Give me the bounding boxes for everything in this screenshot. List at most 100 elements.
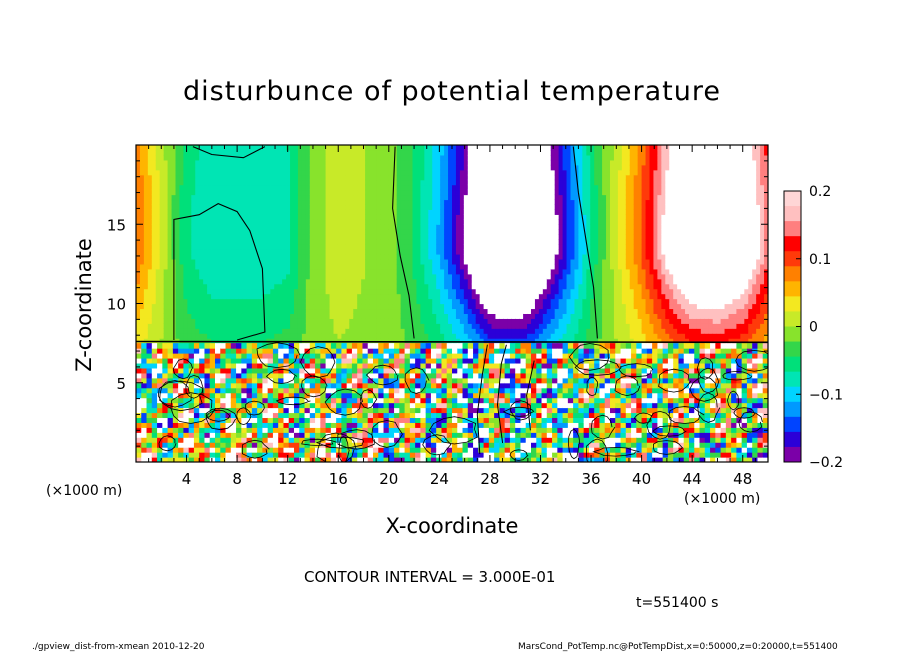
- field-cell-upper: [586, 234, 591, 240]
- field-cell-upper: [491, 313, 497, 319]
- field-cell-upper: [325, 154, 331, 161]
- field-cell-upper: [242, 278, 248, 285]
- field-cell-upper: [519, 189, 524, 196]
- field-cell-upper: [598, 244, 603, 250]
- field-cell-upper: [459, 328, 465, 334]
- field-cell-upper: [487, 234, 493, 240]
- field-cell-upper: [471, 249, 477, 255]
- field-cell-upper: [207, 209, 212, 215]
- field-cell-upper: [250, 268, 256, 275]
- field-cell-upper: [274, 184, 279, 191]
- field-cell-upper: [503, 184, 508, 191]
- field-cell-upper: [531, 149, 536, 156]
- field-cell-upper: [361, 184, 366, 191]
- field-cell-upper: [167, 249, 173, 255]
- field-cell-upper: [424, 249, 429, 255]
- field-cell-upper: [380, 214, 386, 220]
- field-cell-upper: [444, 164, 449, 171]
- field-cell-upper: [515, 154, 520, 161]
- field-cell-upper: [602, 194, 607, 201]
- field-cell-upper: [534, 194, 540, 201]
- field-cell-upper: [195, 194, 200, 201]
- field-cell-upper: [270, 298, 275, 305]
- field-cell-upper: [218, 149, 224, 156]
- field-cell-upper: [349, 263, 354, 270]
- field-cell-upper: [305, 154, 311, 161]
- field-cell-upper: [369, 149, 374, 156]
- field-cell-upper: [353, 164, 358, 171]
- field-cell-upper: [515, 194, 520, 201]
- field-cell-upper: [554, 145, 560, 151]
- field-cell-upper: [341, 298, 346, 305]
- field-cell-upper: [317, 333, 323, 339]
- field-cell-upper: [321, 308, 327, 314]
- field-cell-upper: [369, 313, 374, 319]
- field-cell-upper: [408, 328, 414, 334]
- field-cell-upper: [230, 303, 236, 310]
- field-cell-upper: [258, 229, 263, 235]
- field-cell-upper: [467, 323, 473, 329]
- field-cell-upper: [380, 308, 386, 314]
- field-cell-upper: [187, 224, 192, 230]
- field-cell-upper: [155, 174, 161, 181]
- field-cell-upper: [369, 194, 374, 201]
- field-cell-upper: [467, 288, 473, 295]
- field-cell-upper: [534, 174, 540, 181]
- field-cell-upper: [479, 204, 485, 210]
- field-cell-upper: [475, 328, 481, 334]
- field-cell-upper: [353, 214, 358, 220]
- field-cell-upper: [147, 219, 153, 225]
- field-cell-upper: [613, 278, 619, 285]
- field-cell-upper: [290, 313, 295, 319]
- field-cell-upper: [531, 234, 536, 240]
- field-cell-upper: [578, 164, 583, 171]
- field-cell-upper: [230, 278, 236, 285]
- field-cell-upper: [290, 194, 295, 201]
- field-cell-upper: [337, 214, 342, 220]
- field-cell-upper: [574, 278, 579, 285]
- field-cell-upper: [147, 224, 153, 230]
- field-cell-upper: [270, 263, 275, 270]
- field-cell-upper: [317, 263, 323, 270]
- field-cell-upper: [191, 273, 196, 280]
- field-cell-upper: [215, 328, 220, 334]
- field-cell-upper: [404, 219, 410, 225]
- field-cell-upper: [534, 244, 540, 250]
- field-cell-upper: [574, 308, 579, 314]
- field-cell-upper: [266, 209, 271, 215]
- field-cell-upper: [594, 159, 599, 166]
- field-cell-upper: [574, 313, 579, 319]
- field-cell-upper: [203, 229, 208, 235]
- field-cell-upper: [143, 293, 149, 300]
- field-cell-upper: [610, 298, 615, 305]
- field-cell-upper: [230, 333, 236, 339]
- field-cell-upper: [286, 154, 291, 161]
- field-cell-upper: [590, 179, 595, 186]
- field-cell-upper: [321, 268, 327, 275]
- field-cell-upper: [313, 184, 319, 191]
- field-cell-upper: [361, 194, 366, 201]
- field-cell-upper: [625, 263, 631, 270]
- field-cell-upper: [250, 204, 256, 210]
- field-cell-upper: [211, 174, 216, 181]
- field-cell-upper: [503, 194, 508, 201]
- field-cell-upper: [570, 328, 576, 334]
- field-cell-upper: [155, 159, 161, 166]
- field-cell-upper: [195, 149, 200, 156]
- field-cell-upper: [613, 308, 619, 314]
- field-cell-upper: [448, 313, 453, 319]
- field-cell-upper: [542, 268, 548, 275]
- field-cell-upper: [617, 293, 623, 300]
- field-cell-upper: [531, 199, 536, 206]
- field-cell-upper: [187, 159, 192, 166]
- field-cell-upper: [337, 263, 342, 270]
- field-cell-upper: [151, 313, 157, 319]
- field-cell-upper: [242, 258, 248, 265]
- field-cell-upper: [357, 169, 362, 176]
- field-cell-upper: [218, 159, 224, 166]
- field-cell-upper: [590, 234, 595, 240]
- field-cell-upper: [590, 169, 595, 176]
- field-cell-upper: [218, 263, 224, 270]
- field-cell-upper: [373, 263, 378, 270]
